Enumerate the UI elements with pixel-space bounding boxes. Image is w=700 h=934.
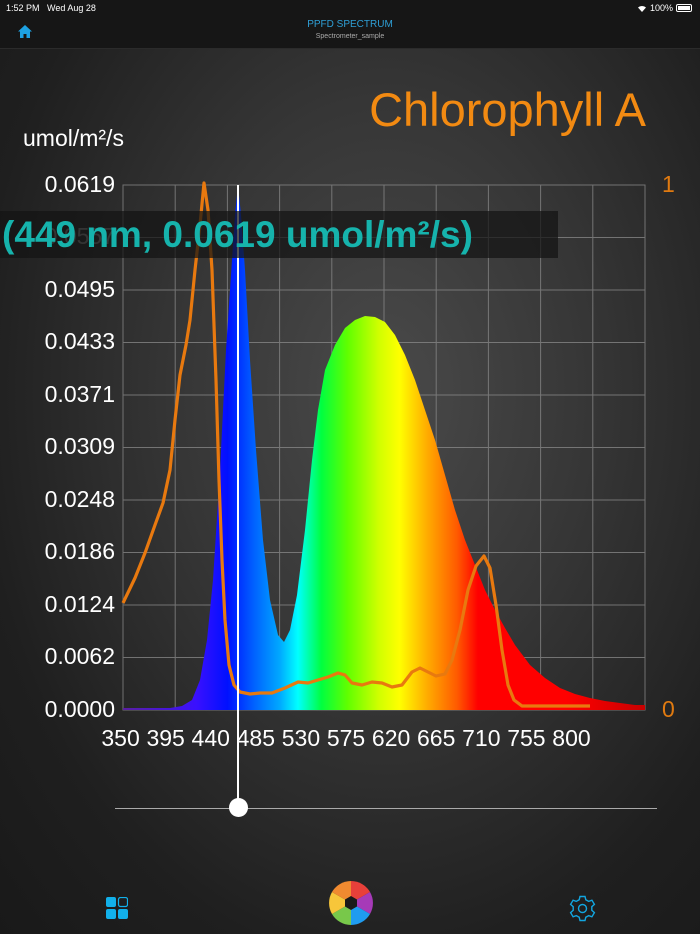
- x-tick: 530: [281, 725, 321, 751]
- x-tick: 350: [101, 725, 140, 751]
- y2-tick-min: 0: [662, 696, 675, 722]
- cursor-readout: (449 nm, 0.0619 umol/m²/s): [0, 211, 558, 258]
- battery-percent: 100%: [649, 3, 673, 13]
- chlorophyll-curve: [121, 181, 590, 708]
- aperture-icon[interactable]: [328, 880, 374, 926]
- y-tick: 0.0433: [44, 328, 115, 354]
- grid-icon[interactable]: [106, 897, 128, 919]
- x-tick: 395: [146, 725, 185, 751]
- y-tick: 0.0371: [44, 381, 115, 407]
- nav-bar: PPFD SPECTRUM Spectrometer_sample: [0, 16, 700, 49]
- x-tick: 755: [507, 725, 546, 751]
- x-tick: 575: [326, 725, 366, 751]
- status-right: 100%: [637, 3, 692, 13]
- y-tick: 0.0062: [44, 643, 115, 669]
- gear-icon[interactable]: [569, 895, 596, 922]
- y-tick: 0.0000: [44, 696, 115, 722]
- spectrum-area: [123, 185, 645, 710]
- wavelength-slider-knob[interactable]: [229, 798, 248, 817]
- y2-tick-max: 1: [662, 171, 675, 197]
- y-tick: 0.0124: [44, 591, 115, 617]
- y-tick: 0.0619: [44, 171, 115, 197]
- x-tick: 665: [417, 725, 456, 751]
- y-tick: 0.0186: [44, 538, 115, 564]
- overlay-title: Chlorophyll A: [369, 83, 646, 136]
- page-subtitle: Spectrometer_sample: [315, 33, 385, 40]
- y-tick: 0.0309: [44, 433, 115, 459]
- y-tick: 0.0495: [44, 276, 115, 302]
- status-bar: 1:52 PM Wed Aug 28 100%: [0, 0, 700, 16]
- x-axis-labels: 350 395 440 485 530 575 620 665 710 755 800: [98, 725, 594, 752]
- status-time: 1:52 PM Wed Aug 28: [6, 3, 96, 13]
- x-tick: 710: [462, 725, 501, 751]
- wifi-icon: [637, 5, 646, 12]
- home-icon[interactable]: [17, 24, 33, 39]
- readout-text: (449 nm, 0.0619 umol/m²/s): [2, 214, 473, 255]
- y-tick: 0.0248: [44, 486, 115, 512]
- y-axis-unit: umol/m²/s: [23, 125, 124, 151]
- x-tick: 800: [552, 725, 591, 751]
- x-tick: 440: [191, 725, 230, 751]
- x-tick: 485: [236, 725, 276, 751]
- battery-icon: [676, 4, 692, 12]
- page-title: PPFD SPECTRUM: [307, 19, 393, 30]
- x-tick: 620: [371, 725, 411, 751]
- wavelength-slider-track[interactable]: [115, 808, 657, 809]
